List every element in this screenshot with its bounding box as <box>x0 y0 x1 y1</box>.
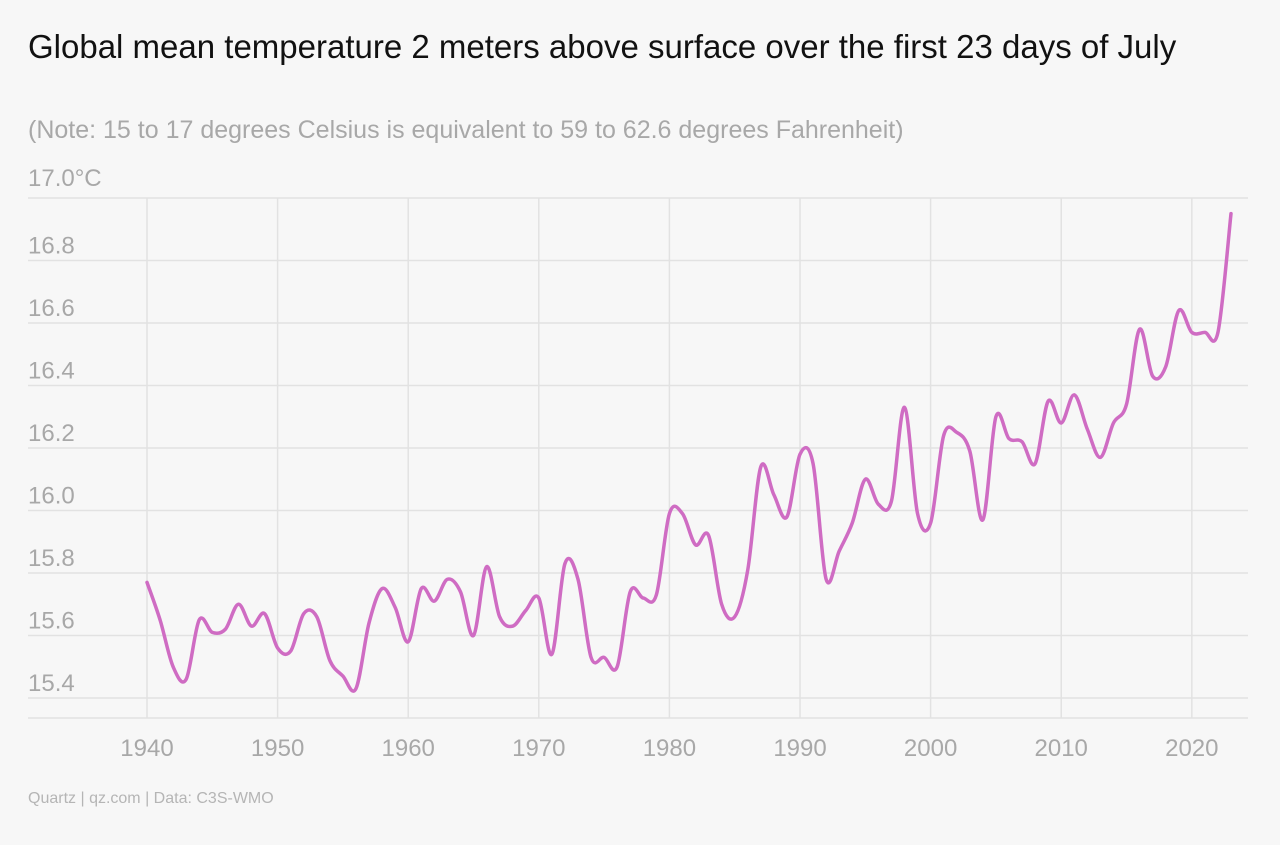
y-tick-label: 17.0°C <box>28 165 102 192</box>
x-tick-label: 1950 <box>251 735 304 762</box>
source-credit: Quartz | qz.com | Data: C3S-WMO <box>28 790 274 808</box>
y-tick-label: 16.6 <box>28 295 75 322</box>
x-tick-label: 1990 <box>773 735 826 762</box>
x-axis-ticks: 1940 1950 1960 1970 1980 1990 2000 2010 2020 <box>120 735 1218 762</box>
x-tick-label: 1980 <box>643 735 696 762</box>
gridlines <box>28 198 1248 718</box>
x-tick-label: 1970 <box>512 735 565 762</box>
y-tick-label: 15.8 <box>28 545 75 572</box>
temperature-series-line <box>147 214 1231 692</box>
y-tick-label: 15.6 <box>28 608 75 635</box>
x-tick-label: 1940 <box>120 735 173 762</box>
y-tick-label: 16.0 <box>28 483 75 510</box>
x-tick-label: 2020 <box>1165 735 1218 762</box>
series-layer <box>147 214 1231 692</box>
x-tick-label: 2000 <box>904 735 957 762</box>
y-tick-label: 16.4 <box>28 358 75 385</box>
y-tick-label: 16.2 <box>28 420 75 447</box>
x-tick-label: 2010 <box>1035 735 1088 762</box>
y-tick-label: 16.8 <box>28 233 75 260</box>
y-axis-ticks: 15.4 15.6 15.8 16.0 16.2 16.4 16.6 16.8 17.0°C <box>28 165 102 697</box>
x-tick-label: 1960 <box>382 735 435 762</box>
y-tick-label: 15.4 <box>28 670 75 697</box>
